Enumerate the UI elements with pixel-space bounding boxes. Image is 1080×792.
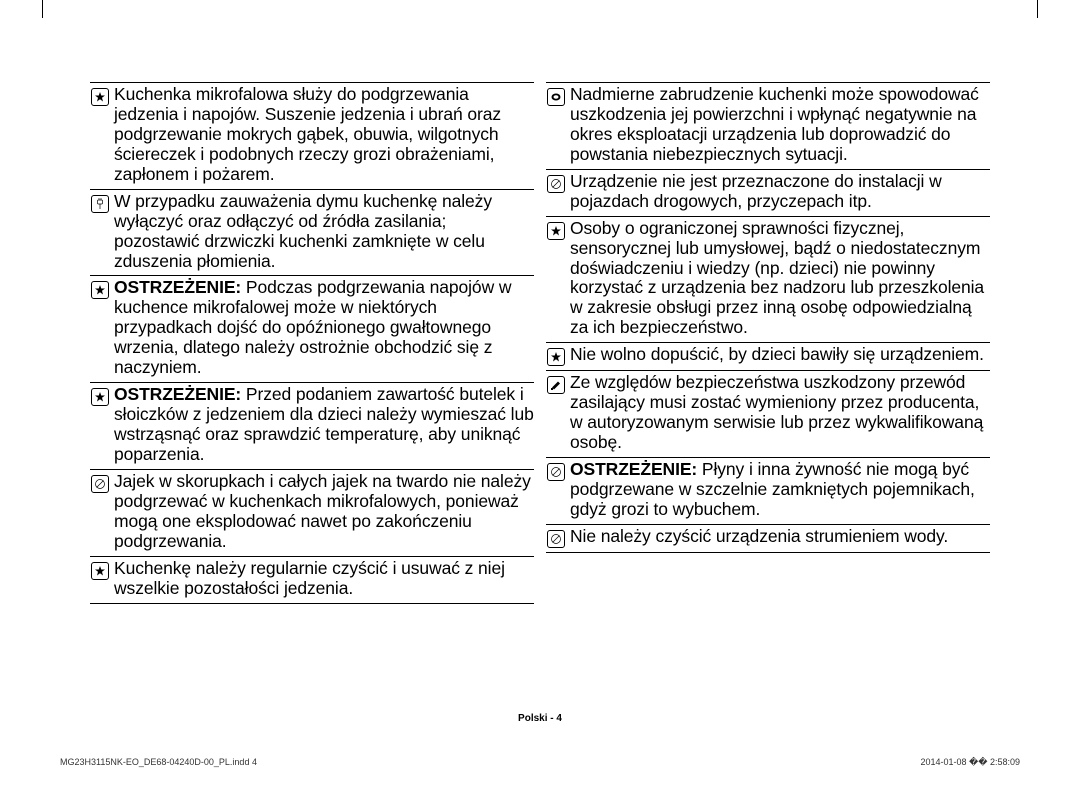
warning-row: OSTRZEŻENIE: Przed podaniem zawartość bu… xyxy=(90,383,534,470)
prohibit-icon xyxy=(546,527,570,548)
warning-row: Jajek w skorupkach i całych jajek na twa… xyxy=(90,470,534,557)
warning-text: Osoby o ograniczonej sprawności fizyczne… xyxy=(570,219,990,339)
warning-row: Urządzenie nie jest przeznaczone do inst… xyxy=(546,170,990,217)
warning-text: Urządzenie nie jest przeznaczone do inst… xyxy=(570,172,990,212)
prohibit-icon xyxy=(90,472,114,552)
page-content: Kuchenka mikrofalowa służy do podgrzewan… xyxy=(90,82,990,604)
prohibit-icon xyxy=(546,460,570,520)
warning-text: OSTRZEŻENIE: Podczas podgrzewania napojó… xyxy=(114,278,534,378)
warning-text: W przypadku zauważenia dymu kuchenkę nal… xyxy=(114,192,534,272)
star-icon xyxy=(546,219,570,339)
crop-mark xyxy=(1037,0,1038,18)
warning-row: Ze względów bezpieczeństwa uszkodzony pr… xyxy=(546,371,990,458)
warning-row: OSTRZEŻENIE: Płyny i inna żywność nie mo… xyxy=(546,458,990,525)
warning-text: Nie wolno dopuścić, by dzieci bawiły się… xyxy=(570,345,990,366)
warning-text: OSTRZEŻENIE: Płyny i inna żywność nie mo… xyxy=(570,460,990,520)
warning-text: Kuchenkę należy regularnie czyścić i usu… xyxy=(114,559,534,599)
star-icon xyxy=(90,559,114,599)
star-icon xyxy=(546,345,570,366)
left-column: Kuchenka mikrofalowa służy do podgrzewan… xyxy=(90,82,534,604)
star-icon xyxy=(90,278,114,378)
warning-text: OSTRZEŻENIE: Przed podaniem zawartość bu… xyxy=(114,385,534,465)
warning-row: Kuchenkę należy regularnie czyścić i usu… xyxy=(90,557,534,604)
warning-text: Ze względów bezpieczeństwa uszkodzony pr… xyxy=(570,373,990,453)
warning-text: Nie należy czyścić urządzenia strumienie… xyxy=(570,527,990,548)
warning-row: Nadmierne zabrudzenie kuchenki może spow… xyxy=(546,83,990,170)
star-icon xyxy=(90,385,114,465)
right-column: Nadmierne zabrudzenie kuchenki może spow… xyxy=(546,82,990,604)
warning-row: Kuchenka mikrofalowa służy do podgrzewan… xyxy=(90,83,534,190)
service-icon xyxy=(546,373,570,453)
warning-text: Jajek w skorupkach i całych jajek na twa… xyxy=(114,472,534,552)
note-icon xyxy=(546,85,570,165)
page-number: Polski - 4 xyxy=(0,713,1080,724)
plug-icon xyxy=(90,192,114,272)
warning-row: Nie wolno dopuścić, by dzieci bawiły się… xyxy=(546,343,990,371)
warning-text: Kuchenka mikrofalowa służy do podgrzewan… xyxy=(114,85,534,185)
warning-row: Osoby o ograniczonej sprawności fizyczne… xyxy=(546,217,990,344)
prohibit-icon xyxy=(546,172,570,212)
warning-row: OSTRZEŻENIE: Podczas podgrzewania napojó… xyxy=(90,276,534,383)
footer-file-info: MG23H3115NK-EO_DE68-04240D-00_PL.indd 4 xyxy=(60,757,257,767)
warning-row: W przypadku zauważenia dymu kuchenkę nal… xyxy=(90,190,534,277)
crop-mark xyxy=(42,0,43,18)
warning-text: Nadmierne zabrudzenie kuchenki może spow… xyxy=(570,85,990,165)
star-icon xyxy=(90,85,114,185)
footer-timestamp: 2014-01-08 �� 2:58:09 xyxy=(920,757,1020,768)
warning-row: Nie należy czyścić urządzenia strumienie… xyxy=(546,525,990,553)
